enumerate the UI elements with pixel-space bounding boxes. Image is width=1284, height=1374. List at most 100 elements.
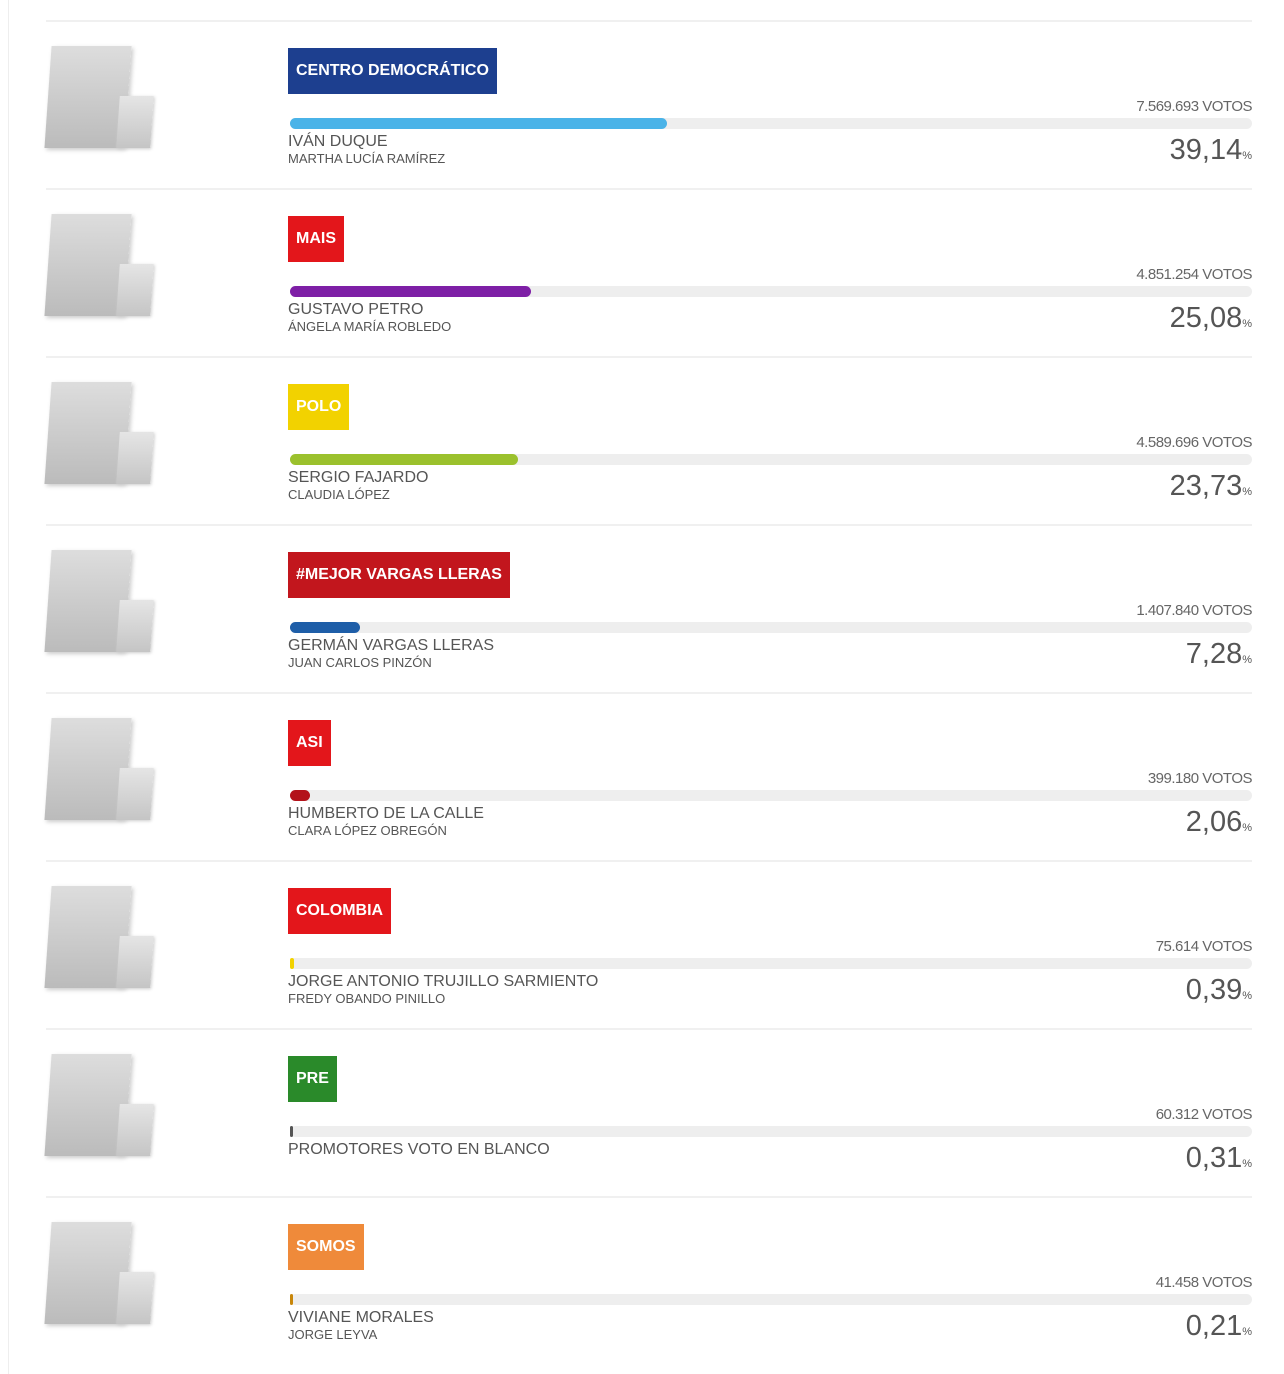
bar-track	[290, 1126, 1252, 1137]
vote-count: 399.180 VOTOS	[1147, 770, 1253, 787]
candidate-row: SOMOS 41.458 VOTOS VIVIANE MORALES JORGE LE…	[44, 1196, 1253, 1366]
vote-count: 41.458 VOTOS	[1156, 1274, 1253, 1291]
votes-unit: VOTOS	[1202, 938, 1252, 955]
candidate-row: MAIS 4.851.254 VOTOS GUSTAVO PETRO ÁNGELA M…	[44, 188, 1252, 358]
votes-unit: VOTOS	[1202, 266, 1252, 283]
candidate-name: JORGE ANTONIO TRUJILLO SARMIENTO	[288, 973, 599, 990]
running-mate-name: CLAUDIA LÓPEZ	[288, 487, 390, 502]
votes-number: 60.312	[1155, 1106, 1199, 1123]
bar-track	[290, 118, 1252, 129]
running-mate-photo	[116, 936, 154, 988]
vote-count: 60.312 VOTOS	[1155, 1106, 1253, 1123]
party-logo: CENTRO DEMOCRÁTICO	[288, 48, 497, 94]
vote-bar	[290, 454, 519, 465]
running-mate-photo	[116, 96, 154, 148]
running-mate-photo	[116, 1272, 154, 1324]
votes-number: 399.180	[1147, 770, 1199, 787]
percent-unit: %	[1242, 150, 1252, 162]
percent-unit: %	[1242, 990, 1252, 1002]
votes-number: 4.851.254	[1136, 266, 1199, 283]
percent: 23,73%	[1170, 470, 1252, 503]
running-mate-photo	[116, 264, 154, 316]
bar-track	[290, 454, 1252, 465]
percent-number: 7,28	[1185, 638, 1243, 670]
percent: 7,28%	[1186, 638, 1252, 671]
candidate-row: COLOMBIA 75.614 VOTOS JORGE ANTONIO TRUJIL…	[44, 860, 1253, 1030]
vote-bar	[290, 286, 532, 297]
running-mate-name: CLARA LÓPEZ OBREGÓN	[288, 823, 447, 838]
vote-bar	[290, 622, 361, 633]
running-mate-name: JUAN CARLOS PINZÓN	[288, 655, 432, 670]
vote-count: 4.851.254 VOTOS	[1136, 266, 1252, 283]
vote-count: 4.589.696 VOTOS	[1136, 434, 1252, 451]
candidate-row: CENTRO DEMOCRÁTICO 7.569.693 VOTOS IVÁN DU…	[44, 20, 1252, 190]
running-mate-photo	[116, 600, 154, 652]
percent: 39,14%	[1170, 134, 1252, 167]
candidate-name: IVÁN DUQUE	[288, 133, 388, 150]
percent-number: 0,31	[1185, 1142, 1243, 1174]
running-mate-name: JORGE LEYVA	[288, 1327, 378, 1342]
percent: 2,06%	[1186, 806, 1252, 839]
percent-number: 0,21	[1185, 1310, 1243, 1342]
votes-unit: VOTOS	[1202, 1274, 1252, 1291]
vote-count: 75.614 VOTOS	[1155, 938, 1253, 955]
party-logo: ASI	[288, 720, 331, 766]
percent-number: 39,14	[1169, 134, 1243, 166]
votes-number: 4.589.696	[1136, 434, 1199, 451]
percent-number: 23,73	[1169, 470, 1243, 502]
percent-number: 25,08	[1169, 302, 1243, 334]
candidate-name: GERMÁN VARGAS LLERAS	[288, 637, 494, 654]
party-logo: POLO	[288, 384, 350, 430]
party-logo: COLOMBIA	[288, 888, 392, 934]
vote-bar	[290, 1294, 293, 1305]
votes-unit: VOTOS	[1202, 98, 1252, 115]
bar-track	[290, 622, 1252, 633]
running-mate-photo	[116, 1104, 154, 1156]
percent: 0,21%	[1186, 1310, 1252, 1343]
party-logo: MAIS	[288, 216, 344, 262]
running-mate-photo	[116, 432, 154, 484]
vote-bar	[290, 118, 667, 129]
percent-unit: %	[1242, 1158, 1252, 1170]
candidate-name: HUMBERTO DE LA CALLE	[288, 805, 484, 822]
party-logo: SOMOS	[288, 1224, 364, 1270]
bar-track	[290, 790, 1252, 801]
candidate-name: GUSTAVO PETRO	[288, 301, 424, 318]
percent: 0,39%	[1186, 974, 1252, 1007]
edge-line	[8, 0, 9, 1374]
percent-unit: %	[1242, 654, 1252, 666]
votes-unit: VOTOS	[1202, 1106, 1252, 1123]
candidate-name: PROMOTORES VOTO EN BLANCO	[288, 1141, 550, 1158]
percent-number: 2,06	[1185, 806, 1243, 838]
candidate-row: PRE 60.312 VOTOS PROMOTORES VOTO EN BLANCO…	[44, 1028, 1253, 1198]
running-mate-name: ÁNGELA MARÍA ROBLEDO	[288, 319, 452, 334]
votes-number: 7.569.693	[1136, 98, 1199, 115]
party-logo: PRE	[288, 1056, 337, 1102]
vote-bar	[290, 790, 310, 801]
votes-unit: VOTOS	[1202, 434, 1252, 451]
vote-bar	[290, 958, 294, 969]
percent-unit: %	[1242, 318, 1252, 330]
percent: 0,31%	[1186, 1142, 1252, 1175]
party-logo: #MEJOR VARGAS LLERAS	[288, 552, 510, 598]
candidate-row: POLO 4.589.696 VOTOS SERGIO FAJARDO CLAUDIA…	[44, 356, 1252, 526]
percent: 25,08%	[1170, 302, 1252, 335]
running-mate-name: FREDY OBANDO PINILLO	[288, 991, 446, 1006]
bar-track	[290, 286, 1252, 297]
bar-track	[290, 1294, 1252, 1305]
votes-number: 1.407.840	[1136, 602, 1199, 619]
candidate-name: VIVIANE MORALES	[288, 1309, 434, 1326]
votes-unit: VOTOS	[1202, 602, 1252, 619]
vote-count: 1.407.840 VOTOS	[1136, 602, 1252, 619]
bar-track	[290, 958, 1252, 969]
vote-count: 7.569.693 VOTOS	[1136, 98, 1252, 115]
percent-unit: %	[1242, 1326, 1252, 1338]
candidate-row: ASI 399.180 VOTOS HUMBERTO DE LA CALLE CLAR…	[44, 692, 1253, 862]
percent-unit: %	[1242, 486, 1252, 498]
running-mate-name: MARTHA LUCÍA RAMÍREZ	[288, 151, 446, 166]
candidate-row: #MEJOR VARGAS LLERAS 1.407.840 VOTOS GERMÁ…	[44, 524, 1252, 694]
candidate-name: SERGIO FAJARDO	[288, 469, 429, 486]
votes-number: 75.614	[1155, 938, 1199, 955]
percent-unit: %	[1242, 822, 1252, 834]
votes-unit: VOTOS	[1202, 770, 1252, 787]
